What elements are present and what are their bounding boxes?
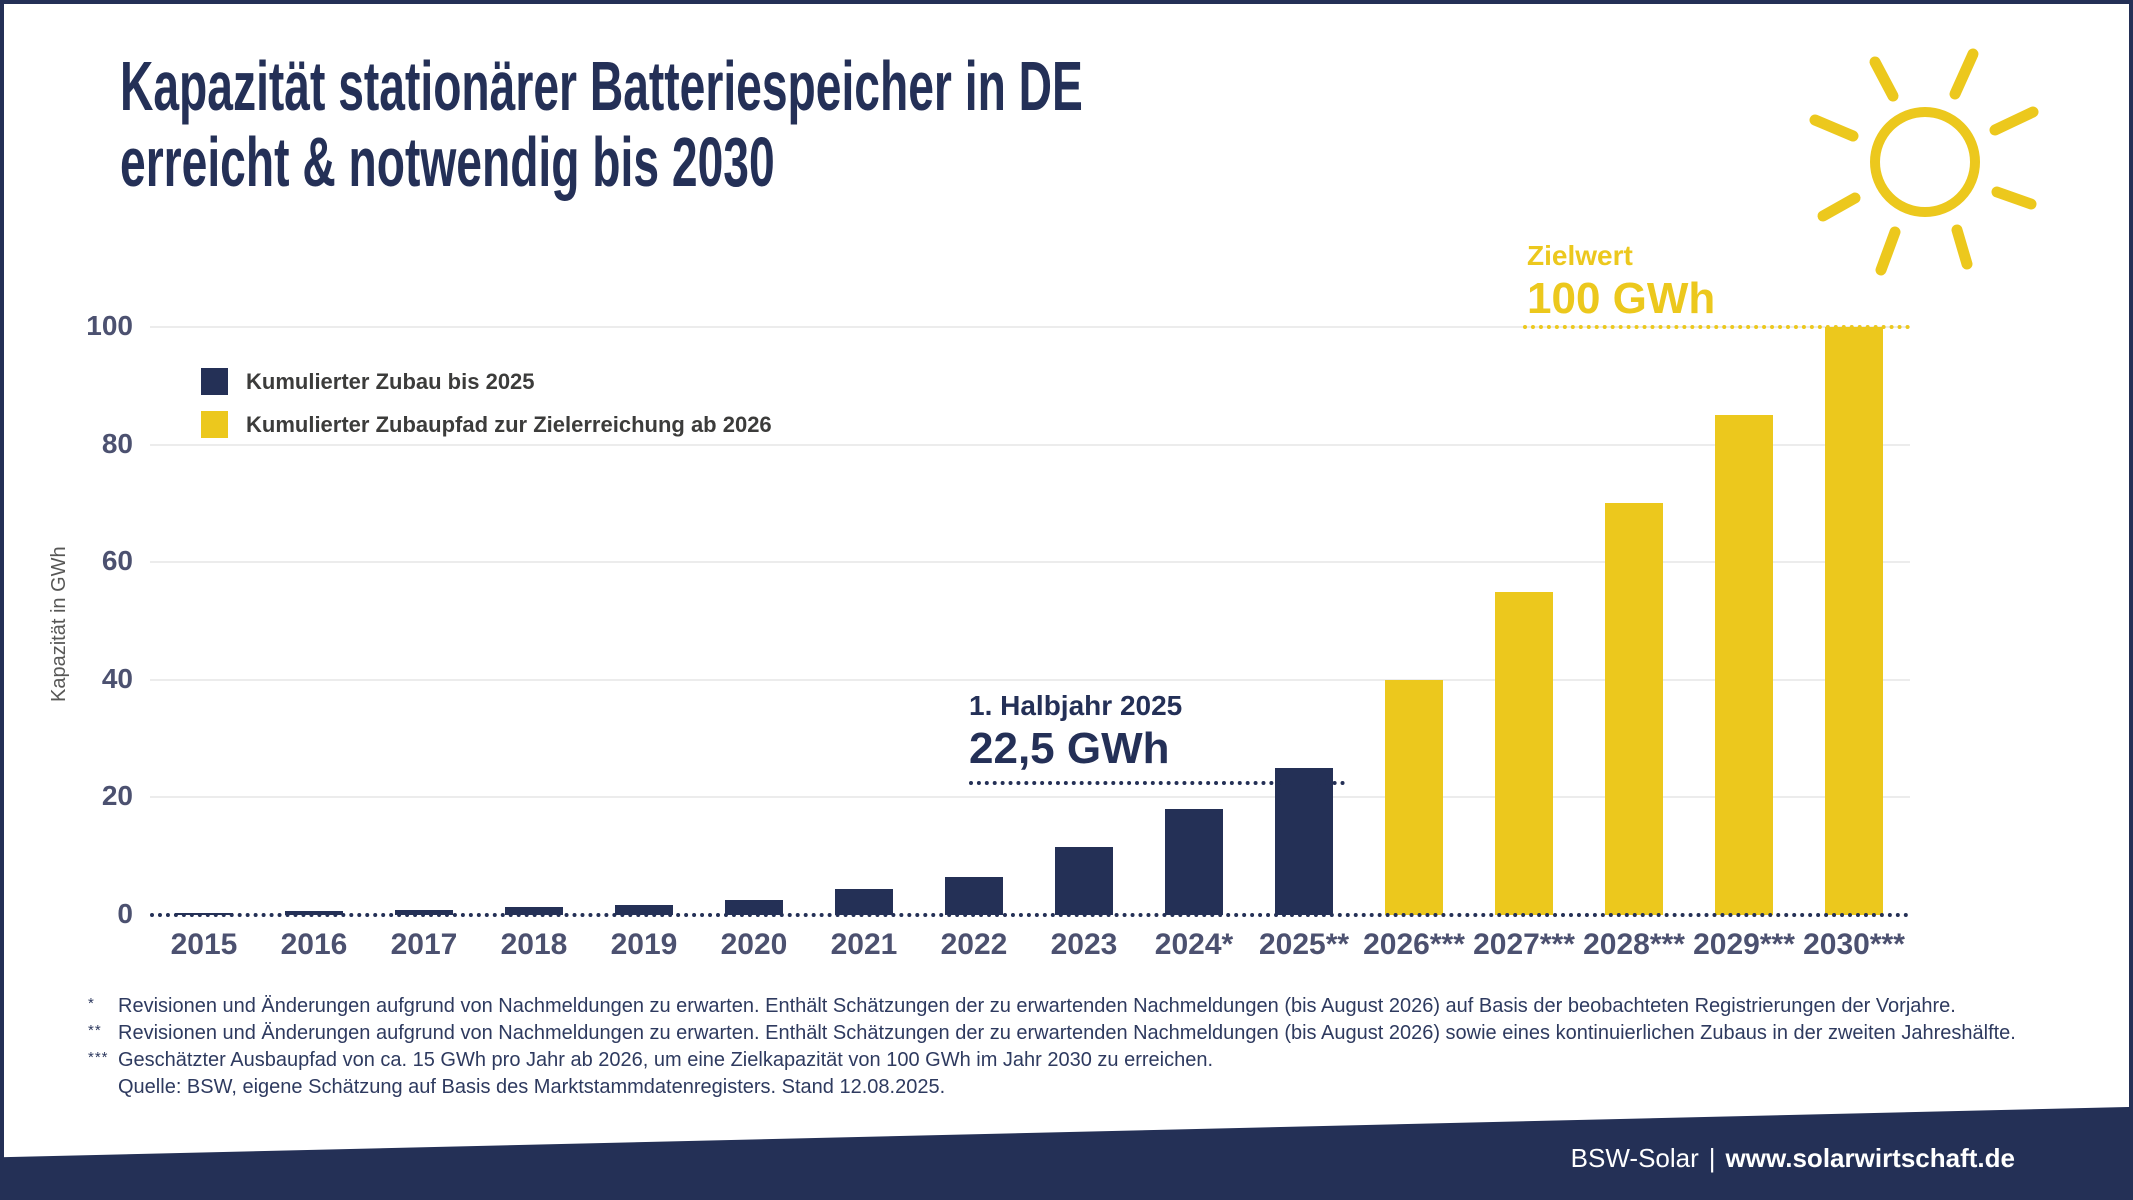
annotation-h1-2025-label: 1. Halbjahr 2025 bbox=[969, 690, 1183, 721]
gridline bbox=[150, 796, 1910, 798]
y-tick-label: 0 bbox=[117, 898, 133, 929]
bar-2020 bbox=[725, 899, 783, 915]
gridline bbox=[150, 326, 1910, 328]
footer-separator: | bbox=[1708, 1143, 1716, 1173]
y-tick-label: 100 bbox=[86, 310, 133, 341]
legend-swatch-yellow bbox=[201, 411, 228, 438]
bar-2019 bbox=[615, 905, 673, 915]
x-tick-label: 2019 bbox=[610, 928, 678, 961]
footnote-marker: *** bbox=[88, 1049, 109, 1066]
bar-2023 bbox=[1055, 847, 1113, 915]
footnote-marker: * bbox=[88, 995, 95, 1012]
annotation-zielwert-dotted-line bbox=[1523, 325, 1910, 329]
x-tick-label: 2023 bbox=[1050, 928, 1118, 961]
x-tick-label: 2017 bbox=[390, 928, 458, 961]
x-tick-label: 2025** bbox=[1258, 928, 1350, 961]
gridline bbox=[150, 679, 1910, 681]
y-tick-label: 60 bbox=[101, 545, 133, 576]
footnote-text: Revisionen und Änderungen aufgrund von N… bbox=[118, 1022, 2016, 1044]
x-tick-label: 2027*** bbox=[1473, 928, 1575, 961]
legend-item-achieved: Kumulierter Zubau bis 2025 bbox=[201, 368, 772, 395]
bar-2021 bbox=[835, 889, 893, 915]
x-tick-label: 2020 bbox=[720, 928, 788, 961]
x-tick-label: 2029*** bbox=[1693, 928, 1795, 961]
bar-2026 bbox=[1385, 679, 1443, 915]
bar-2030 bbox=[1825, 327, 1883, 915]
x-tick-label: 2021 bbox=[830, 928, 898, 961]
bar-2028 bbox=[1605, 503, 1663, 915]
x-tick-label: 2015 bbox=[170, 928, 238, 961]
x-tick-label: 2016 bbox=[280, 928, 348, 961]
bar-2029 bbox=[1715, 415, 1773, 915]
y-tick-label: 20 bbox=[101, 780, 133, 811]
footnote-source-text: Quelle: BSW, eigene Schätzung auf Basis … bbox=[118, 1076, 946, 1098]
bar-2024 bbox=[1165, 809, 1223, 915]
x-tick-label: 2018 bbox=[500, 928, 568, 961]
annotation-zielwert-label: Zielwert bbox=[1527, 240, 1633, 271]
gridline bbox=[150, 444, 1910, 446]
footnote-row: ** Revisionen und Änderungen aufgrund vo… bbox=[88, 1020, 2016, 1047]
footnote-marker: ** bbox=[88, 1022, 102, 1039]
footer-brand: BSW-Solar bbox=[1570, 1143, 1699, 1173]
footnote-row: Quelle: BSW, eigene Schätzung auf Basis … bbox=[88, 1074, 2016, 1101]
legend-swatch-navy bbox=[201, 368, 228, 395]
footnote-marker bbox=[88, 1071, 118, 1098]
gridline bbox=[150, 561, 1910, 563]
legend-label-target-path: Kumulierter Zubaupfad zur Zielerreichung… bbox=[246, 411, 772, 437]
sun-icon bbox=[1809, 48, 2039, 276]
bar-2022 bbox=[945, 876, 1003, 915]
annotation-zielwert-value: 100 GWh bbox=[1527, 274, 1716, 323]
zero-baseline bbox=[150, 913, 1910, 917]
bar-2017 bbox=[395, 909, 453, 915]
legend: Kumulierter Zubau bis 2025 Kumulierter Z… bbox=[201, 368, 772, 454]
footnote-row: *** Geschätzter Ausbaupfad von ca. 15 GW… bbox=[88, 1047, 2016, 1074]
y-tick-label: 80 bbox=[101, 428, 133, 459]
page-title: Kapazität stationärer Batteriespeicher i… bbox=[120, 48, 1083, 200]
footnote-text: Geschätzter Ausbaupfad von ca. 15 GWh pr… bbox=[118, 1049, 1214, 1071]
page-title-line2: erreicht & notwendig bis 2030 bbox=[120, 123, 775, 201]
bar-2025 bbox=[1275, 768, 1333, 915]
footer-url: www.solarwirtschaft.de bbox=[1725, 1143, 2015, 1173]
annotation-zielwert: Zielwert 100 GWh bbox=[1527, 240, 1715, 324]
footnotes: * Revisionen und Änderungen aufgrund von… bbox=[88, 993, 2016, 1101]
footer: BSW-Solar | www.solarwirtschaft.de bbox=[1571, 1143, 2015, 1174]
x-tick-label: 2024* bbox=[1154, 928, 1234, 961]
footnote-row: * Revisionen und Änderungen aufgrund von… bbox=[88, 993, 2016, 1020]
y-tick-label: 40 bbox=[101, 663, 133, 694]
bar-2027 bbox=[1495, 591, 1553, 915]
annotation-h1-2025: 1. Halbjahr 2025 22,5 GWh bbox=[969, 690, 1182, 774]
x-tick-label: 2026*** bbox=[1363, 928, 1465, 961]
annotation-h1-dotted-line bbox=[969, 781, 1345, 785]
legend-item-target-path: Kumulierter Zubaupfad zur Zielerreichung… bbox=[201, 411, 772, 438]
annotation-h1-2025-value: 22,5 GWh bbox=[969, 724, 1170, 773]
legend-label-achieved: Kumulierter Zubau bis 2025 bbox=[246, 368, 535, 394]
bar-2018 bbox=[505, 906, 563, 915]
x-tick-label: 2022 bbox=[940, 928, 1008, 961]
x-tick-label: 2030*** bbox=[1803, 928, 1905, 961]
footnote-text: Revisionen und Änderungen aufgrund von N… bbox=[118, 995, 1956, 1017]
page-title-line1: Kapazität stationärer Batteriespeicher i… bbox=[120, 47, 1083, 125]
x-tick-label: 2028*** bbox=[1583, 928, 1685, 961]
